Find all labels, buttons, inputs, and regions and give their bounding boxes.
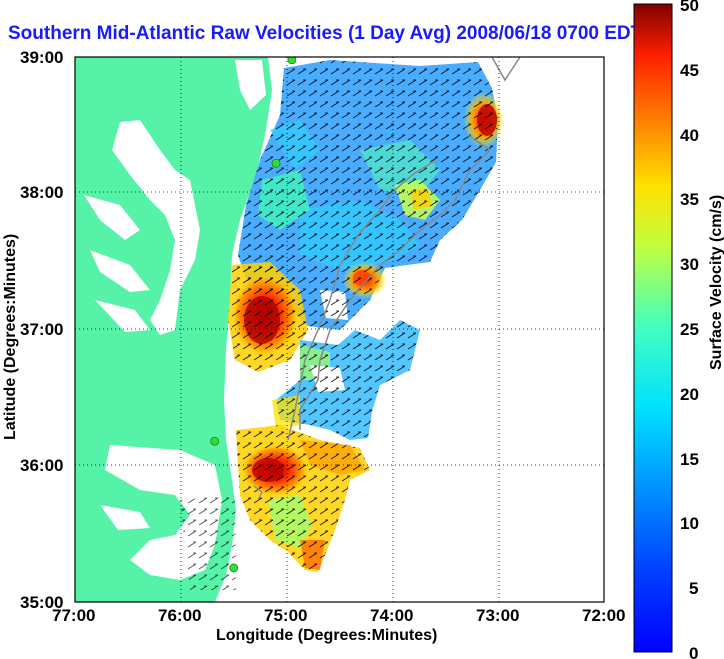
colorbar-tick-label: 30 (680, 255, 699, 274)
station-1-marker (287, 57, 297, 65)
station-4-marker (229, 563, 239, 573)
colorbar-gradient (633, 3, 673, 653)
x-tick-label: 74:00 (370, 606, 413, 625)
colorbar: 50 45 40 35 30 25 20 15 10 5 0 Surface V… (633, 0, 724, 659)
colorbar-tick-label: 10 (680, 514, 699, 533)
x-tick-label: 77:00 (52, 606, 95, 625)
x-tick-label: 75:00 (264, 606, 307, 625)
y-axis-label: Latitude (Degrees:Minutes) (2, 234, 19, 440)
colorbar-label: Surface Velocity (cm/s) (708, 195, 724, 370)
colorbar-tick-label: 0 (689, 644, 698, 659)
colorbar-tick-label: 45 (680, 61, 699, 80)
colorbar-tick-label: 5 (689, 579, 698, 598)
x-tick-label: 76:00 (158, 606, 201, 625)
chesapeake-bay (112, 120, 200, 335)
colorbar-tick-label: 20 (680, 385, 699, 404)
y-tick-label: 37:00 (20, 320, 63, 339)
x-axis-ticks: 77:00 76:00 75:00 74:00 73:00 72:00 (52, 606, 625, 625)
station-2-marker (271, 158, 281, 168)
y-tick-label: 38:00 (20, 183, 63, 202)
colorbar-tick-label: 50 (680, 0, 699, 15)
colorbar-tick-label: 15 (680, 450, 699, 469)
grid-lines (75, 57, 604, 602)
station-3-marker (210, 436, 220, 446)
plot-area (75, 57, 604, 602)
station-markers (210, 57, 297, 573)
x-tick-label: 72:00 (582, 606, 625, 625)
y-tick-label: 35:00 (20, 593, 63, 612)
x-tick-label: 73:00 (476, 606, 519, 625)
colorbar-tick-label: 40 (680, 126, 699, 145)
plot-frame (74, 56, 605, 603)
chart-title: Southern Mid-Atlantic Raw Velocities (1 … (8, 23, 643, 44)
y-tick-label: 39:00 (20, 48, 63, 67)
bathymetry-contour (287, 57, 521, 441)
y-axis-ticks: 39:00 38:00 37:00 36:00 35:00 (20, 48, 63, 612)
x-axis-label: Longitude (Degrees:Minutes) (216, 627, 437, 644)
colorbar-tick-label: 35 (680, 190, 699, 209)
colorbar-tick-label: 25 (680, 320, 699, 339)
y-tick-label: 36:00 (20, 456, 63, 475)
